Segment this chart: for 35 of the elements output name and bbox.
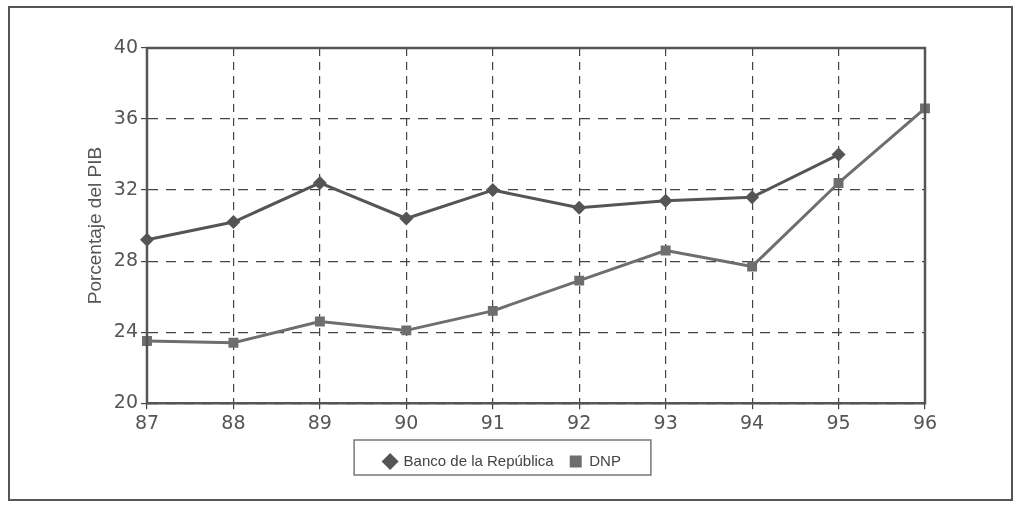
y-tick-label: 32 (113, 177, 138, 200)
y-tick-label: 20 (113, 390, 138, 413)
point (399, 211, 414, 226)
x-tick-label: 95 (826, 410, 851, 433)
point (485, 183, 500, 198)
point (658, 193, 673, 208)
point (747, 261, 758, 272)
point (833, 178, 844, 188)
y-tick-label: 24 (113, 319, 138, 342)
point (226, 215, 241, 230)
x-tick-label: 89 (307, 410, 332, 433)
point (312, 175, 327, 190)
x-tick-label: 92 (567, 410, 592, 433)
point (660, 245, 671, 256)
x-tick-label: 91 (480, 410, 505, 433)
point (574, 275, 585, 286)
y-tick-label: 40 (113, 34, 138, 57)
y-axis-title: Porcentaje del PIB (83, 146, 105, 305)
x-tick-label: 94 (740, 410, 765, 433)
point (228, 337, 239, 348)
legend-label: DNP (589, 451, 621, 469)
point (314, 316, 325, 327)
point (831, 147, 846, 162)
y-tick-label: 36 (113, 105, 138, 128)
x-tick-label: 88 (221, 410, 246, 433)
point (401, 325, 412, 336)
point (745, 190, 760, 205)
x-tick-label: 96 (912, 410, 938, 433)
x-tick-label: 87 (134, 410, 160, 433)
point (487, 305, 498, 316)
x-tick-label: 93 (653, 410, 678, 433)
y-tick-label: 28 (113, 248, 138, 271)
point (572, 200, 587, 215)
x-tick-label: 90 (394, 410, 419, 433)
legend-label: Banco de la República (403, 451, 555, 469)
